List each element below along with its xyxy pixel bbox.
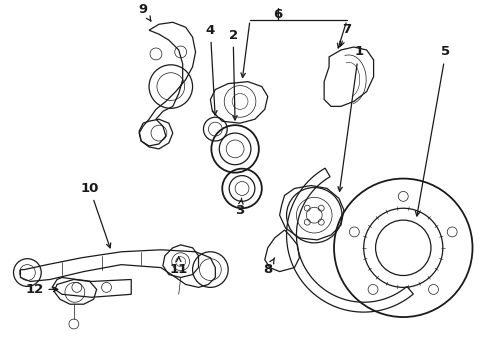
- Text: 3: 3: [235, 198, 245, 217]
- Text: 9: 9: [139, 3, 151, 21]
- Text: 5: 5: [416, 45, 450, 216]
- Text: 11: 11: [170, 257, 188, 276]
- Text: 7: 7: [340, 23, 351, 46]
- Text: 6: 6: [273, 8, 282, 22]
- Text: 4: 4: [206, 24, 217, 115]
- Text: 1: 1: [338, 45, 363, 191]
- Text: 8: 8: [263, 258, 274, 276]
- Text: 12: 12: [25, 283, 58, 296]
- Text: 10: 10: [80, 182, 111, 248]
- Text: 2: 2: [228, 29, 238, 120]
